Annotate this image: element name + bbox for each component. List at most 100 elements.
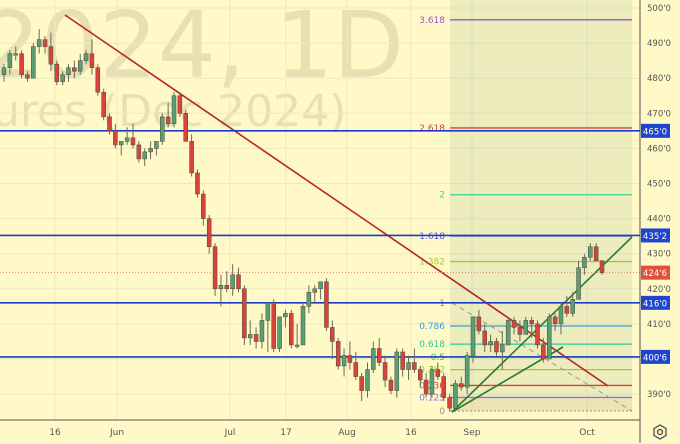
candle-up	[124, 137, 130, 142]
fib-diagonal-dashed	[451, 302, 633, 412]
candle-up	[546, 316, 552, 360]
candle-down	[54, 63, 60, 82]
candle-down	[189, 141, 194, 174]
candle-down	[72, 67, 77, 72]
fib-level-label: 1.382	[419, 258, 445, 268]
candle-up	[558, 306, 564, 325]
price-tick-label: 440'0	[647, 215, 671, 225]
candle-up	[505, 320, 511, 346]
time-tick-label: 16	[49, 428, 61, 438]
price-level-badge	[641, 123, 670, 138]
candle-down	[107, 116, 112, 132]
time-tick-label: Jul	[224, 428, 236, 438]
candle-up	[464, 355, 470, 388]
fib-level-label: 0.786	[419, 322, 445, 332]
candle-up	[371, 348, 376, 370]
candle-down	[494, 341, 499, 353]
candle-up	[582, 256, 587, 268]
candle-up	[154, 141, 159, 149]
candle-up	[500, 344, 505, 353]
candle-down	[382, 362, 388, 381]
fib-level-label: 0.125	[419, 393, 445, 403]
candle-up	[488, 341, 493, 346]
candle-up	[142, 151, 147, 160]
candle-up	[318, 281, 323, 290]
candle-up	[312, 288, 317, 293]
fib-level-label: 2	[439, 191, 445, 201]
last-price-badge-label: 424'6	[643, 269, 667, 279]
candle-down	[552, 316, 558, 325]
candle-down	[511, 320, 517, 328]
price-tick-label: 480'0	[647, 74, 671, 84]
candle-down	[435, 369, 441, 377]
candle-down	[48, 46, 54, 65]
candle-up	[277, 316, 282, 349]
candle-up	[470, 316, 476, 356]
candle-up	[171, 95, 177, 125]
candle-up	[13, 53, 18, 56]
candle-up	[36, 39, 42, 47]
candle-up	[576, 267, 581, 300]
candle-down	[376, 348, 382, 363]
fib-level-label: 1	[439, 299, 445, 309]
candle-down	[459, 383, 464, 388]
candle-down	[224, 285, 230, 290]
settings-gear-icon[interactable]	[652, 424, 668, 440]
candle-down	[183, 113, 188, 142]
candle-up	[523, 320, 529, 335]
candle-up	[265, 302, 271, 321]
price-axis	[640, 0, 680, 443]
candle-up	[247, 334, 253, 339]
candle-down	[347, 355, 353, 363]
candle-down	[359, 376, 364, 391]
candle-down	[242, 288, 247, 339]
candle-up	[259, 320, 265, 342]
downtrend-line	[64, 14, 609, 387]
candle-down	[447, 397, 452, 409]
candle-down	[353, 362, 359, 377]
price-level-badge-label: 465'0	[643, 127, 667, 137]
price-tick-label: 500'0	[647, 4, 671, 14]
candle-down	[388, 379, 394, 391]
candle-up	[148, 148, 153, 153]
price-level-badge	[641, 228, 670, 243]
time-tick-label: Jun	[109, 428, 124, 438]
candle-down	[212, 246, 218, 290]
candle-down	[289, 313, 294, 346]
candle-down	[324, 281, 329, 328]
candle-down	[195, 172, 200, 195]
candle-up	[7, 53, 13, 68]
candle-up	[160, 116, 165, 142]
candle-up	[77, 60, 83, 72]
price-tick-label: 490'0	[647, 39, 671, 49]
time-tick-label: Aug	[338, 428, 356, 438]
candle-up	[294, 344, 300, 347]
candle-down	[89, 53, 95, 68]
time-tick-label: 17	[280, 428, 291, 438]
time-tick-label: 16	[405, 428, 417, 438]
fib-level-label: 0.5	[431, 353, 445, 363]
candle-down	[271, 302, 276, 349]
candle-down	[599, 260, 605, 273]
time-tick-label: Oct	[579, 428, 595, 438]
candle-down	[206, 218, 212, 247]
candle-up	[300, 306, 306, 346]
fib-level-label: 2.618	[419, 124, 445, 134]
fib-level-label: 1.618	[419, 232, 445, 242]
candle-down	[330, 327, 335, 342]
candle-down	[19, 53, 24, 75]
time-tick-label: Sep	[464, 428, 481, 438]
candle-up	[365, 369, 370, 391]
fib-zone	[450, 0, 632, 411]
price-tick-label: 410'0	[647, 320, 671, 330]
price-tick-label: 450'0	[647, 180, 671, 190]
candle-down	[412, 362, 417, 370]
candle-down	[535, 323, 540, 346]
candle-down	[529, 320, 534, 325]
price-tick-label: 390'0	[647, 390, 671, 400]
price-level-badge-label: 435'2	[643, 232, 667, 242]
candle-down	[335, 341, 341, 367]
candle-up	[66, 67, 71, 75]
fib-level-label: 0.618	[419, 340, 445, 350]
